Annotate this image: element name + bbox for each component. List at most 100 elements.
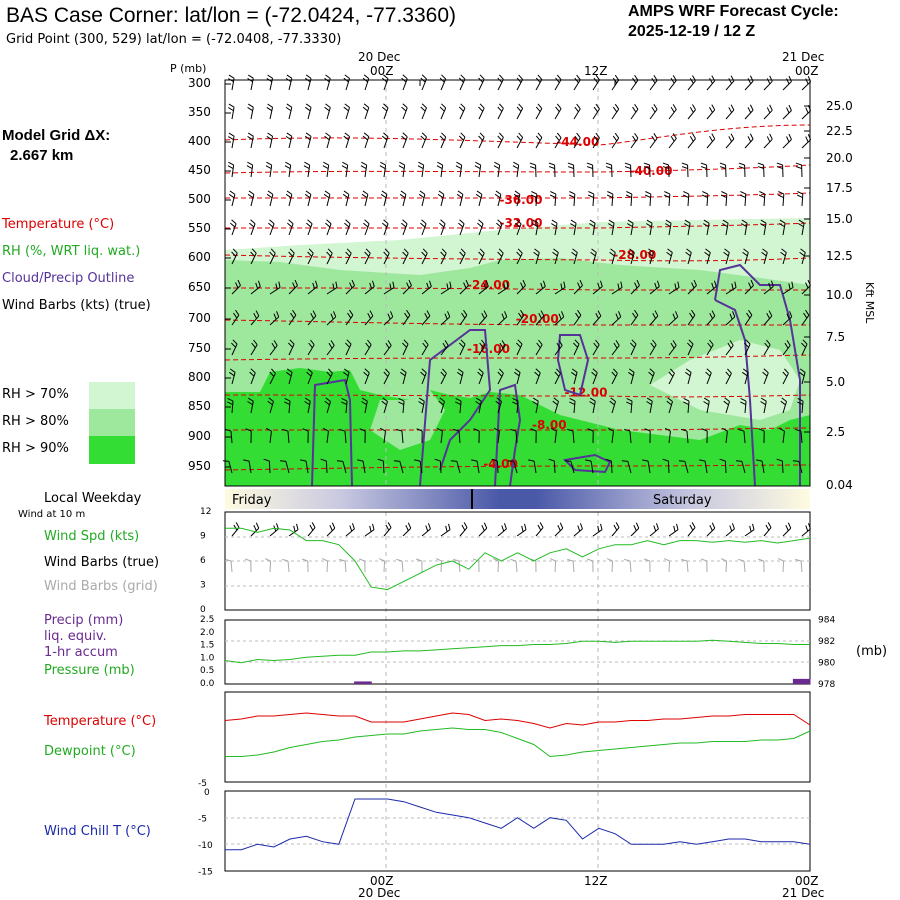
- wind-barb: [664, 427, 671, 444]
- surface-wind-barb: [668, 523, 679, 537]
- bottom-date-1: 20 Dec: [358, 886, 401, 900]
- wind-barb: [621, 460, 632, 474]
- height-tick: 10.0: [826, 288, 853, 302]
- wind-barb: [666, 248, 673, 265]
- wind-barb: [611, 103, 620, 120]
- rh90-swatch: [89, 436, 135, 464]
- wind-barb: [269, 311, 280, 326]
- wind-barb: [306, 219, 313, 236]
- top-date-2: 21 Dec: [782, 50, 825, 64]
- wind-barb: [269, 281, 281, 295]
- wind-barb: [723, 397, 730, 414]
- wind-barb: [589, 397, 596, 414]
- wind-barb: [324, 103, 331, 120]
- wind-barb: [685, 368, 692, 385]
- wind-barb: [720, 191, 728, 207]
- wind-barb: [611, 132, 620, 149]
- wind-barb: [495, 397, 502, 414]
- wind-barb: [776, 458, 784, 474]
- wind-barb: [763, 310, 773, 326]
- surface-wind-barb: [307, 522, 316, 537]
- top-tick-12z: 12Z: [584, 64, 608, 78]
- surface-grid-barb: [472, 558, 480, 573]
- height-tick: 20.0: [826, 151, 853, 165]
- chill-y-tick: 0: [204, 788, 210, 798]
- wind-barb: [336, 460, 347, 474]
- wind-barb: [513, 190, 521, 207]
- wind-barb: [649, 310, 659, 326]
- wind-barb: [402, 279, 412, 295]
- wind-barb: [478, 103, 485, 120]
- wind-barb: [249, 219, 256, 236]
- wind-barb: [528, 459, 537, 474]
- wind-barb: [591, 368, 598, 385]
- wind-barb: [497, 311, 508, 326]
- wind-barb: [530, 191, 538, 207]
- wind-y-tick: 9: [200, 532, 206, 542]
- pressure-tick: 500: [188, 192, 211, 206]
- dewpoint-line: [225, 727, 811, 758]
- wind-barb: [681, 162, 689, 178]
- pressure-tick: 600: [188, 250, 211, 264]
- wind-barb: [780, 248, 787, 265]
- top-tick-00z-1: 00Z: [370, 64, 394, 78]
- wind-barb: [377, 458, 385, 474]
- pressure-tick: 400: [188, 134, 211, 148]
- wind-barb: [396, 428, 404, 444]
- wind-barb: [532, 397, 539, 414]
- wind-barb: [322, 427, 329, 444]
- wind-barb: [627, 219, 634, 236]
- wind-barb: [611, 340, 620, 356]
- wind-barb: [475, 397, 482, 414]
- wind-barb: [507, 460, 518, 474]
- wind-barb: [795, 428, 803, 444]
- bottom-date-2: 21 Dec: [782, 886, 825, 900]
- wind-barb: [459, 279, 469, 295]
- wind-barb: [231, 279, 241, 295]
- forecast-cycle-label: AMPS WRF Forecast Cycle:: [628, 3, 839, 20]
- wind-barb: [359, 428, 366, 444]
- wind-barb: [402, 339, 409, 356]
- cross-section-frame: [224, 79, 811, 487]
- wind-barb: [721, 427, 728, 444]
- precip-bar: [354, 681, 364, 684]
- wind-barb: [267, 397, 274, 414]
- wind-barb: [554, 281, 566, 295]
- wind-barb: [706, 133, 716, 149]
- wind-barb: [738, 162, 746, 178]
- wind-barb: [630, 339, 637, 356]
- wind-chill-line: [225, 798, 811, 851]
- legend-accum: 1-hr accum: [44, 645, 118, 660]
- surface-wind-barb: [326, 522, 336, 537]
- wind-barb: [551, 219, 558, 236]
- wind-barb: [304, 190, 312, 207]
- pressure-line: [224, 639, 810, 664]
- wind-barb: [700, 162, 708, 178]
- surface-wind-barb: [706, 522, 716, 537]
- wind-barb: [459, 309, 468, 326]
- wind-barb: [535, 310, 545, 326]
- wind-barb: [304, 132, 312, 149]
- wind-barb: [343, 132, 351, 149]
- wind-barb: [782, 311, 793, 326]
- wind-barb: [554, 132, 562, 149]
- wind-barb: [383, 368, 390, 385]
- wind-barb: [324, 132, 331, 149]
- surface-grid-barb: [282, 558, 290, 573]
- wind-barb: [360, 161, 368, 178]
- wind-barb: [382, 219, 389, 236]
- wind-barb: [380, 190, 388, 207]
- wind-barb: [440, 248, 447, 265]
- wind-barb: [227, 397, 234, 414]
- model-grid-resolution: Model Grid ΔX: 2.667 km: [2, 126, 110, 166]
- surface-grid-barb: [510, 558, 518, 573]
- wind-barb: [478, 248, 485, 265]
- legend-temperature: Temperature (°C): [2, 217, 115, 232]
- legend-temperature-surface: Temperature (°C): [44, 714, 157, 729]
- wind-barb: [324, 397, 331, 414]
- wind-barb: [611, 368, 618, 385]
- wind-barb: [478, 310, 488, 326]
- rh70-swatch: [89, 382, 135, 409]
- wind-barb: [778, 427, 785, 444]
- wind-barb: [288, 309, 297, 326]
